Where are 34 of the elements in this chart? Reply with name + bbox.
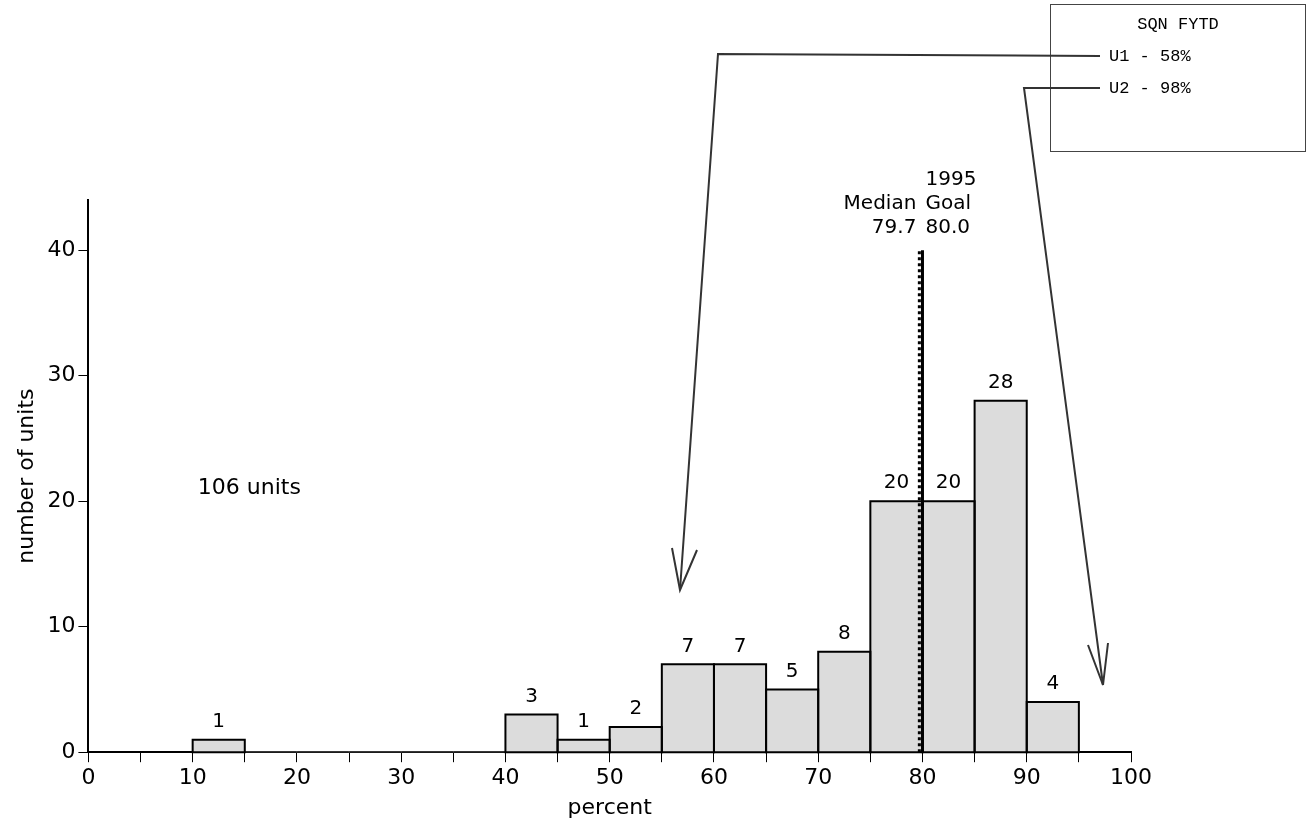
x-tick-label: 60: [699, 764, 728, 790]
text-box: SQN FYTD U1 - 58% U2 - 98%: [1050, 4, 1306, 152]
data-label: 1: [212, 707, 226, 732]
data-label: 28: [987, 369, 1014, 393]
x-tick-label: 90: [1012, 764, 1041, 790]
ref-line-label: Median 79.7: [843, 190, 917, 239]
annotation: 106 units: [197, 474, 301, 500]
data-label: 7: [733, 632, 747, 657]
x-tick-label: 100: [1110, 764, 1152, 790]
data-label: 5: [785, 657, 799, 682]
x-tick-label: 80: [908, 764, 937, 790]
data-label: 4: [1046, 670, 1060, 695]
y-tick-label: 10: [47, 612, 76, 638]
y-tick-label: 0: [61, 737, 76, 763]
x-tick-label: 20: [282, 764, 311, 790]
y-axis-title: number of units: [12, 388, 38, 564]
data-label: 1: [577, 707, 590, 732]
x-tick-label: 40: [491, 764, 520, 790]
data-label: 3: [525, 682, 538, 707]
y-tick-label: 40: [47, 235, 76, 261]
x-tick-label: 10: [178, 764, 207, 790]
x-tick-label: 30: [387, 764, 416, 790]
data-label: 20: [935, 469, 962, 494]
y-tick-label: 30: [47, 361, 76, 387]
data-label: 8: [837, 620, 851, 644]
data-label: 20: [883, 469, 910, 494]
data-label: 2: [629, 695, 643, 720]
y-tick-label: 20: [47, 486, 76, 512]
ref-line-label: 1995 Goal 80.0: [925, 166, 977, 239]
x-tick-label: 70: [804, 764, 833, 790]
data-label: 7: [681, 632, 695, 657]
x-tick-label: 0: [81, 764, 96, 790]
x-tick-label: 50: [595, 764, 624, 790]
x-axis-title: percent: [567, 793, 653, 819]
